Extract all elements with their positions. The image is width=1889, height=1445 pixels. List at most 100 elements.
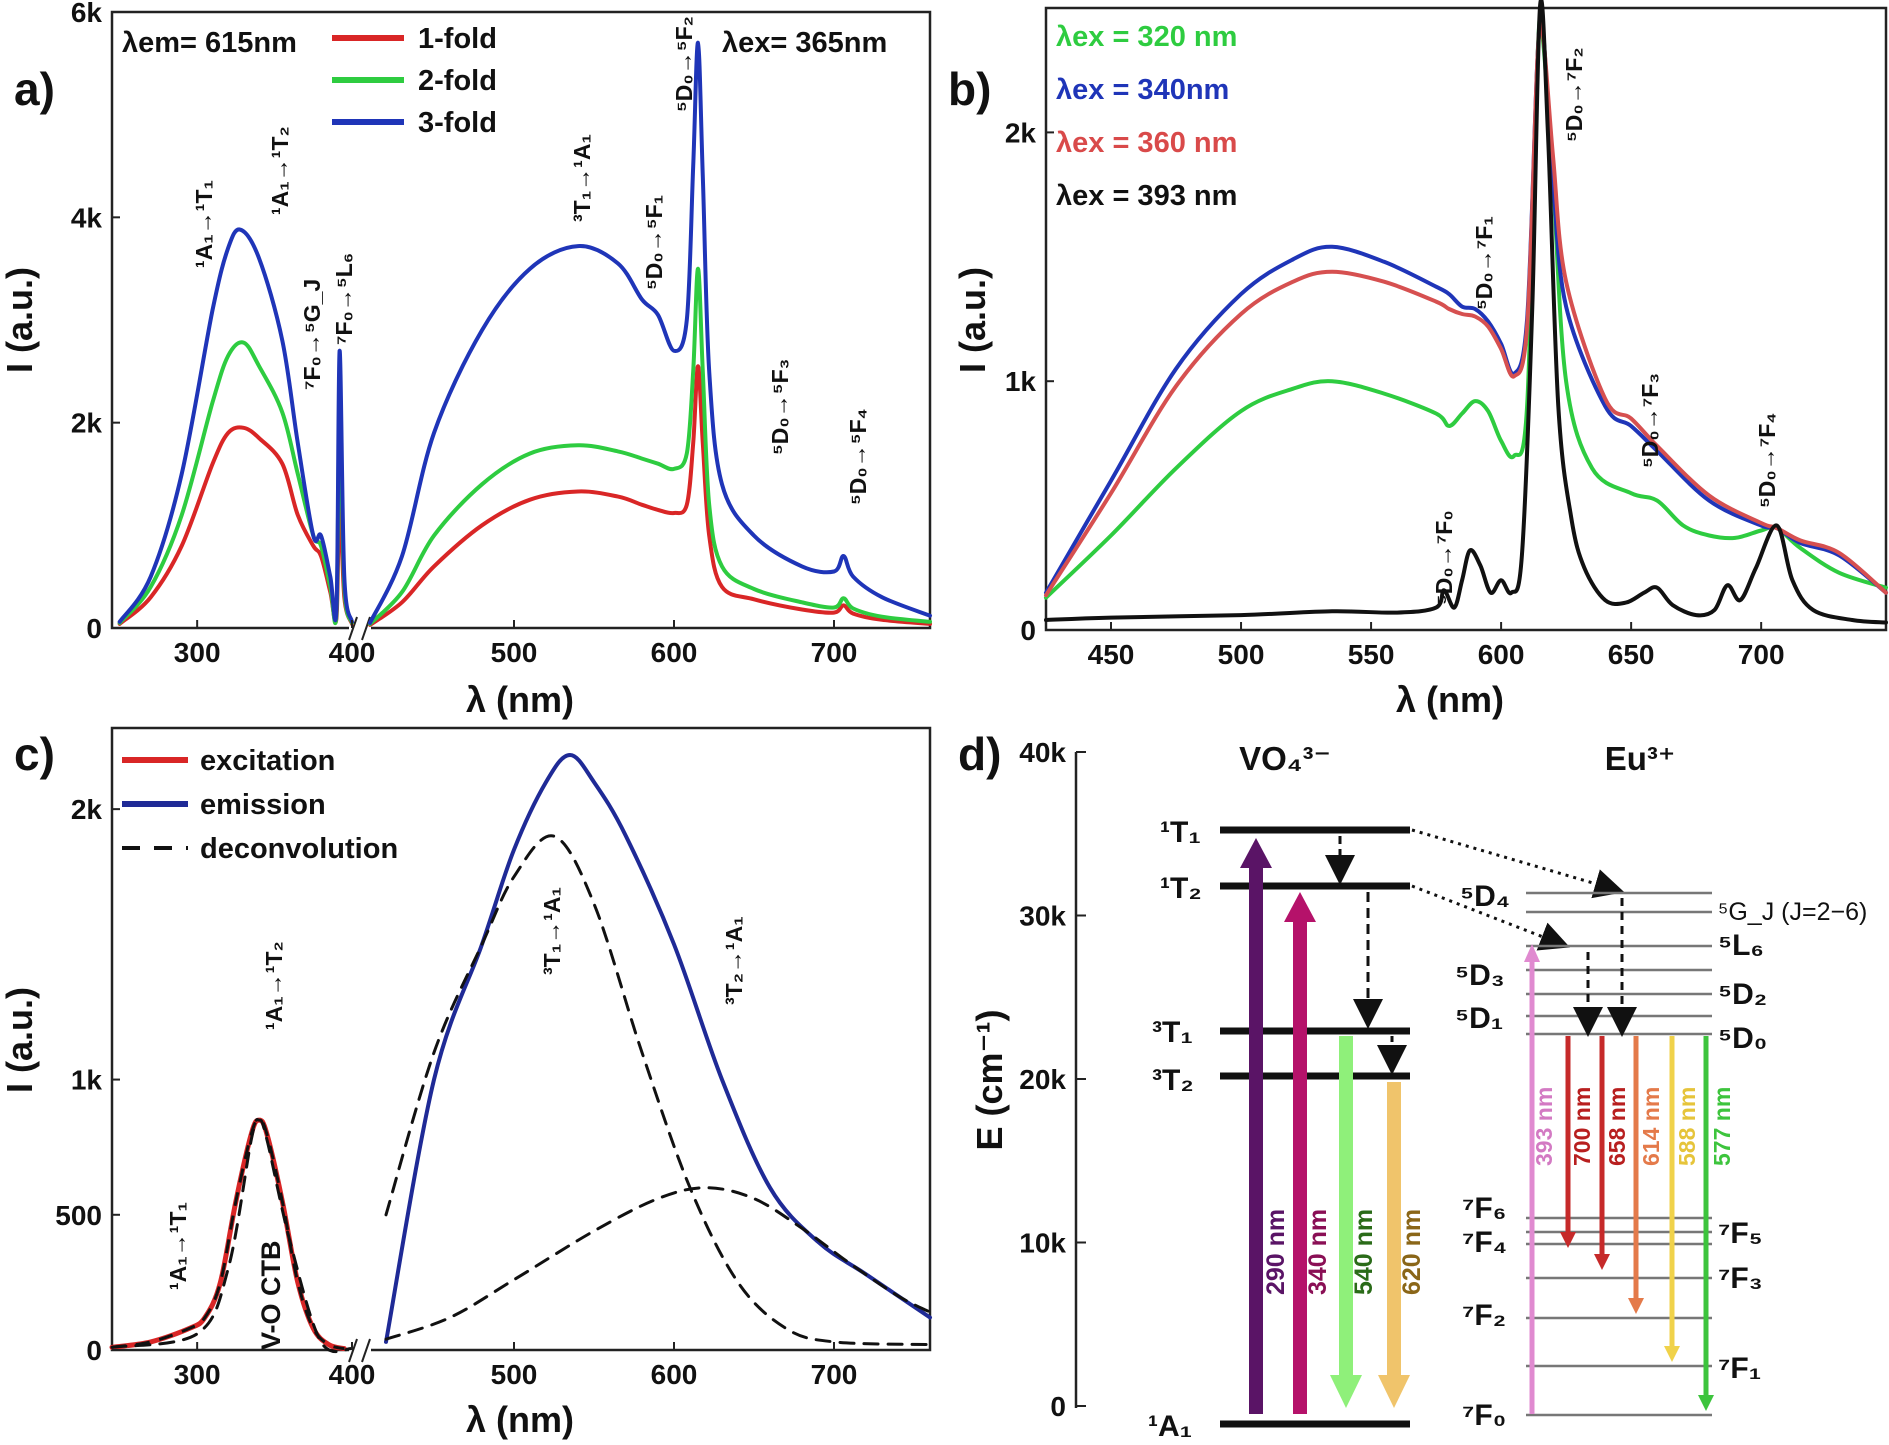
series-line-1-fold-1 bbox=[368, 364, 932, 627]
panel-a-xtick-label-0: 300 bbox=[174, 637, 221, 668]
series-line-deconvolution-2-0 bbox=[384, 1186, 932, 1341]
eu-label-7f5: ⁷F₅ bbox=[1718, 1217, 1762, 1250]
panel-b-xtick-label-2: 550 bbox=[1348, 639, 1395, 670]
panel-c-break-mark-1 bbox=[348, 1338, 358, 1363]
annotation-5d0-7f0: ⁵D₀→⁷F₀ bbox=[1431, 510, 1457, 605]
level-label-3t1: ³T₁ bbox=[1152, 1016, 1193, 1049]
panel-d-ylabel: E (cm⁻¹) bbox=[969, 1009, 1010, 1150]
panel-a-frame bbox=[110, 10, 932, 630]
panel-a-xtick-label-4: 700 bbox=[811, 637, 858, 668]
panel-b-label: b) bbox=[948, 63, 991, 115]
panel-d-ytick-label-4: 40k bbox=[1019, 737, 1066, 768]
eu-label-7f2: ⁷F₂ bbox=[1462, 1299, 1506, 1332]
arrow-head-700nm bbox=[1560, 1232, 1576, 1248]
panel-b-ylabel: I (a.u.) bbox=[952, 267, 993, 373]
panel-a-note-left: λem= 615nm bbox=[122, 27, 297, 59]
arrow-head-577nm bbox=[1698, 1395, 1714, 1411]
legend-label-1fold: 1-fold bbox=[418, 23, 497, 55]
annotation-7f0-5gj: ⁷F₀→⁵G_J bbox=[299, 279, 325, 390]
legend-label-deconvolution: deconvolution bbox=[200, 833, 398, 865]
series-line-3-fold-1 bbox=[368, 40, 932, 625]
eu-label-7f3: ⁷F₃ bbox=[1718, 1262, 1763, 1295]
panel-d-ytick-label-2: 20k bbox=[1019, 1064, 1066, 1095]
panel-a-break-mark-1 bbox=[348, 616, 358, 641]
panel-d: d) E (cm⁻¹) 0 10k 20k 30k 40k VO₄³⁻ Eu³⁺ ¹T₁… bbox=[958, 728, 1867, 1443]
arrow-head-620nm bbox=[1378, 1375, 1410, 1408]
annotation-5d0-7f2: ⁵D₀→⁷F₂ bbox=[1561, 47, 1587, 142]
annotation-5d0-7f4: ⁵D₀→⁷F₄ bbox=[1754, 413, 1780, 508]
panel-b-ytick-label-1: 1k bbox=[1005, 366, 1037, 397]
transfer-1t2-eu bbox=[1411, 884, 1570, 951]
panel-a-ytick-label-2: 4k bbox=[71, 202, 103, 233]
arrow-head-393nm bbox=[1524, 944, 1540, 962]
annotation-c-a1-t1: ¹A₁→¹T₁ bbox=[165, 1202, 191, 1290]
eu-label-7f6: ⁷F₆ bbox=[1462, 1192, 1506, 1225]
legend-label-320: λex = 320 nm bbox=[1056, 21, 1237, 53]
arrow-head-540nm bbox=[1330, 1375, 1362, 1408]
arrow-head-290nm bbox=[1240, 838, 1272, 868]
panel-c-ylabel: I (a.u.) bbox=[0, 987, 40, 1093]
annotation-3t1-1a1: ³T₁→¹A₁ bbox=[569, 134, 595, 222]
arrow-label-577nm: 577 nm bbox=[1709, 1087, 1735, 1166]
annotation-3t1-1a1-c: ³T₁→¹A₁ bbox=[539, 887, 565, 975]
legend-label-393: λex = 393 nm bbox=[1056, 180, 1237, 212]
legend-label-2fold: 2-fold bbox=[418, 65, 497, 97]
eu-label-5d3: ⁵D₃ bbox=[1455, 959, 1505, 992]
panel-a-label: a) bbox=[14, 63, 55, 115]
panel-d-ytick-label-0: 0 bbox=[1050, 1391, 1066, 1422]
eu-label-5d2: ⁵D₂ bbox=[1718, 978, 1767, 1011]
annotation-7f0-5l6: ⁷F₀→⁵L₆ bbox=[331, 253, 357, 345]
panel-d-ytick-label-3: 30k bbox=[1019, 901, 1066, 932]
panel-a-ytick-label-3: 6k bbox=[71, 0, 103, 28]
eu-label-5d4: ⁵D₄ bbox=[1460, 880, 1510, 913]
eu-header: Eu³⁺ bbox=[1605, 740, 1676, 777]
annotation-5d0-5f4: ⁵D₀→⁵F₄ bbox=[845, 408, 871, 505]
annotation-3t2-1a1: ³T₂→¹A₁ bbox=[721, 916, 747, 1005]
panel-a-ytick-label-1: 2k bbox=[71, 408, 103, 439]
panel-a-break-mark-2 bbox=[361, 616, 371, 641]
series-line-1-fold-0 bbox=[117, 425, 354, 626]
series-line--ex-393-nm-0 bbox=[1044, 0, 1888, 625]
eu-label-5d0: ⁵D₀ bbox=[1718, 1022, 1767, 1055]
panel-a-xtick-label-2: 500 bbox=[491, 637, 538, 668]
panel-c-break-mark-2 bbox=[361, 1338, 371, 1363]
level-label-3t2: ³T₂ bbox=[1152, 1064, 1194, 1097]
series-line-deconvolution-0 bbox=[110, 1118, 354, 1354]
panel-b: 450 500 550 600 650 700 0 1k 2k b) λ (nm) I (a.u… bbox=[948, 0, 1888, 720]
legend-label-360: λex = 360 nm bbox=[1056, 127, 1237, 159]
panel-c-label: c) bbox=[14, 728, 55, 780]
arrow-label-588nm: 588 nm bbox=[1674, 1087, 1700, 1166]
annotation-c-a1-t2: ¹A₁→¹T₂ bbox=[261, 941, 287, 1030]
annotation-5d0-5f3: ⁵D₀→⁵F₃ bbox=[767, 359, 793, 455]
annotation-5d0-7f1: ⁵D₀→⁷F₁ bbox=[1471, 216, 1497, 310]
series-line--ex-360-nm-0 bbox=[1044, 18, 1888, 598]
eu-label-7f1: ⁷F₁ bbox=[1718, 1352, 1761, 1385]
panel-c-ytick-label-0: 0 bbox=[86, 1335, 102, 1366]
panel-b-ytick-label-2: 2k bbox=[1005, 117, 1037, 148]
panel-c-xtick-label-3: 600 bbox=[651, 1359, 698, 1390]
level-label-1t2: ¹T₂ bbox=[1160, 872, 1202, 905]
panel-a-ytick-label-0: 0 bbox=[86, 613, 102, 644]
annotation-a1-t2: ¹A₁→¹T₂ bbox=[267, 126, 293, 215]
legend-label-3fold: 3-fold bbox=[418, 107, 497, 139]
arrow-head-340nm bbox=[1284, 892, 1316, 922]
arrow-label-658nm: 658 nm bbox=[1604, 1087, 1630, 1166]
arrow-label-540nm: 540 nm bbox=[1350, 1209, 1378, 1295]
level-label-1a1: ¹A₁ bbox=[1148, 1410, 1192, 1443]
panel-b-xtick-label-0: 450 bbox=[1088, 639, 1135, 670]
panel-a: 300 400 500 600 700 0 2k 4k 6k a) λ (nm) I (a.u.… bbox=[0, 0, 932, 720]
panel-b-frame bbox=[1044, 6, 1888, 632]
eu-label-7f0: ⁷F₀ bbox=[1462, 1399, 1506, 1432]
arrow-label-614nm: 614 nm bbox=[1638, 1087, 1664, 1166]
panel-d-ytick-label-1: 10k bbox=[1019, 1228, 1066, 1259]
panel-b-xtick-label-5: 700 bbox=[1738, 639, 1785, 670]
panel-c: 300 400 500 600 700 0 500 1k 2k c) λ (nm) I (a.u… bbox=[0, 726, 932, 1440]
panel-c-ytick-label-3: 2k bbox=[71, 794, 103, 825]
panel-a-xtick-label-3: 600 bbox=[651, 637, 698, 668]
arrow-label-620nm: 620 nm bbox=[1398, 1209, 1426, 1295]
arrow-head-658nm bbox=[1594, 1254, 1610, 1270]
annotation-5d0-7f3: ⁵D₀→⁷F₃ bbox=[1637, 373, 1663, 468]
eu-levels bbox=[1526, 891, 1712, 1417]
series-line-2-fold-1 bbox=[368, 266, 932, 626]
